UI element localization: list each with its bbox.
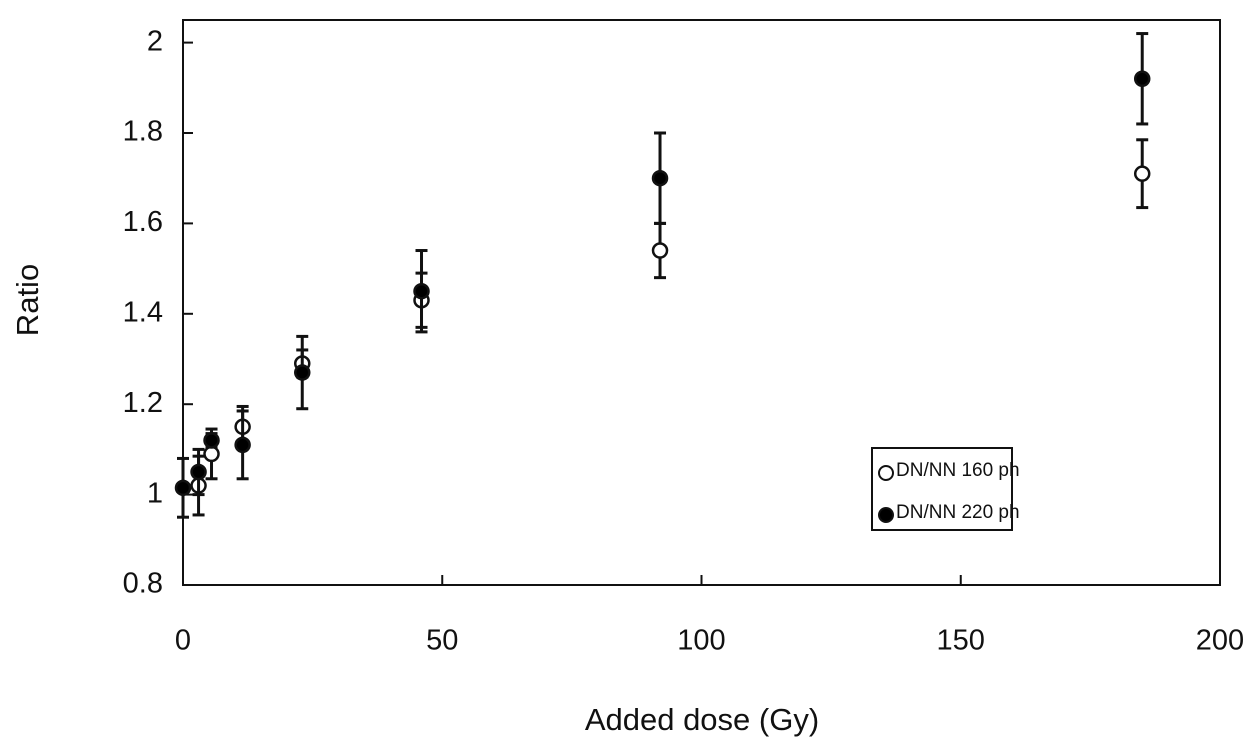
x-tick-label: 150 [937,625,985,657]
point [1133,165,1151,182]
point [413,282,430,300]
legend-marker [878,507,894,523]
x-tick-label: 200 [1196,625,1244,657]
x-tick-label: 100 [677,625,725,657]
point [203,432,220,449]
y-tick-label: 1.4 [123,296,163,328]
point [190,463,207,481]
legend-label: DN/NN 160 ph [896,460,1020,481]
x-axis-title: Added dose (Gy) [585,702,819,737]
point [651,242,669,259]
legend-marker [878,465,894,481]
plot-frame [182,19,1221,586]
point [174,479,192,497]
y-tick-label: 0.8 [123,568,163,600]
y-axis-title: Ratio [10,264,45,336]
point [203,445,220,463]
x-tick-label: 50 [426,625,458,657]
point [294,364,311,381]
y-tick-label: 1 [147,477,163,509]
y-tick-label: 2 [147,25,163,57]
y-tick-label: 1.6 [123,206,163,238]
x-tick-label: 0 [175,625,191,657]
y-tick-label: 1.8 [123,116,163,148]
point [1133,70,1151,88]
y-tick-label: 1.2 [123,387,163,419]
legend-label: DN/NN 220 ph [896,502,1020,523]
point [651,169,669,187]
point [234,436,251,454]
legend-box [871,447,1013,531]
